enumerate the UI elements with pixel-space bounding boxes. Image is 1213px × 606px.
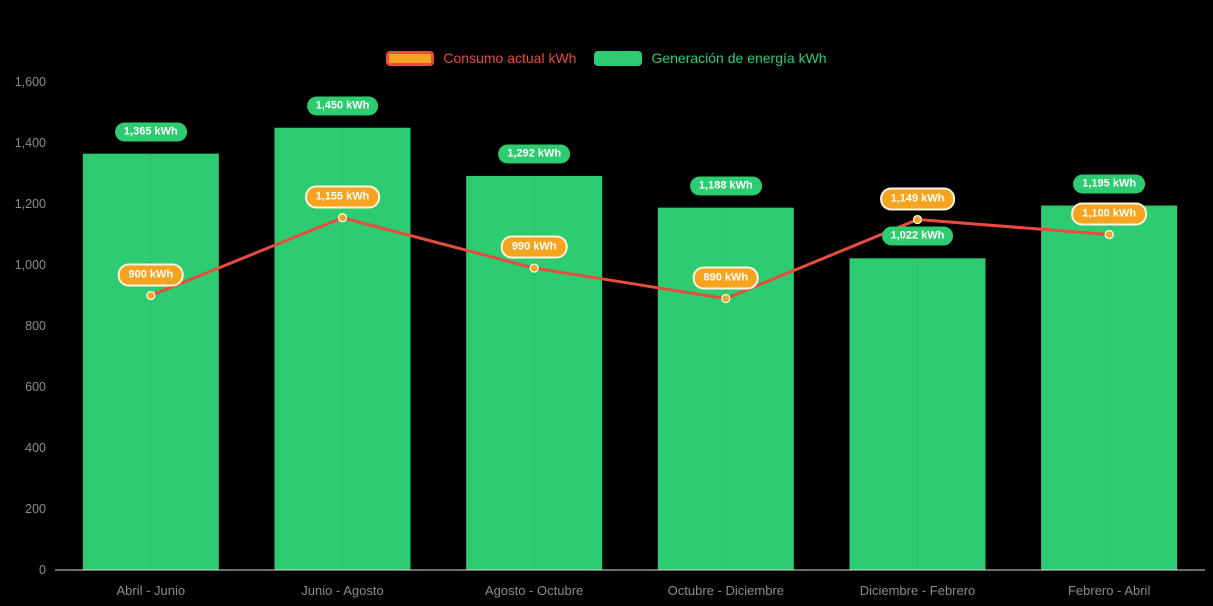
point-consumo[interactable]: [721, 293, 731, 304]
point-consumo[interactable]: [529, 263, 539, 273]
point-consumo[interactable]: [1104, 229, 1114, 240]
legend-label-consumo: Consumo actual kWh: [443, 50, 577, 66]
bar-generacion[interactable]: [849, 258, 986, 570]
legend-swatch-generacion-icon: [594, 50, 643, 66]
y-axis-tick-label: 0: [39, 563, 46, 577]
bar-generacion[interactable]: [82, 153, 219, 571]
legend-swatch-consumo-icon: [386, 50, 435, 66]
legend-item-generacion[interactable]: Generación de energía kWh: [594, 50, 827, 66]
y-axis-tick-label: 400: [25, 441, 46, 455]
y-axis-tick-label: 1,200: [15, 197, 46, 211]
x-axis-category-label: Febrero - Abril: [1068, 583, 1150, 598]
x-axis-category-label: Abril - Junio: [117, 583, 186, 598]
chart-legend: Consumo actual kWh Generación de energía…: [0, 50, 1213, 66]
x-axis-category-label: Diciembre - Febrero: [860, 583, 976, 598]
y-axis-tick-label: 200: [25, 502, 46, 516]
x-axis-category-label: Agosto - Octubre: [485, 583, 583, 598]
point-consumo[interactable]: [146, 290, 156, 301]
bar-generacion[interactable]: [1041, 205, 1178, 570]
legend-item-consumo[interactable]: Consumo actual kWh: [386, 50, 576, 66]
y-axis-tick-label: 800: [25, 319, 46, 333]
y-axis-tick-label: 1,600: [15, 75, 46, 89]
x-axis-category-label: Octubre - Diciembre: [668, 583, 784, 598]
point-consumo[interactable]: [912, 214, 923, 225]
y-axis-tick-label: 1,000: [15, 258, 46, 272]
legend-label-generacion: Generación de energía kWh: [651, 50, 827, 66]
y-axis-tick-label: 600: [25, 380, 46, 394]
point-consumo[interactable]: [337, 213, 348, 223]
line-consumo: [149, 216, 1111, 301]
y-axis-tick-label: 1,400: [15, 136, 46, 150]
x-axis-category-label: Junio - Agosto: [301, 583, 383, 598]
